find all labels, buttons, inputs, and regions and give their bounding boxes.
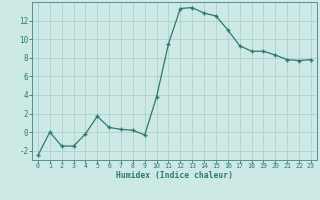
X-axis label: Humidex (Indice chaleur): Humidex (Indice chaleur) [116,171,233,180]
